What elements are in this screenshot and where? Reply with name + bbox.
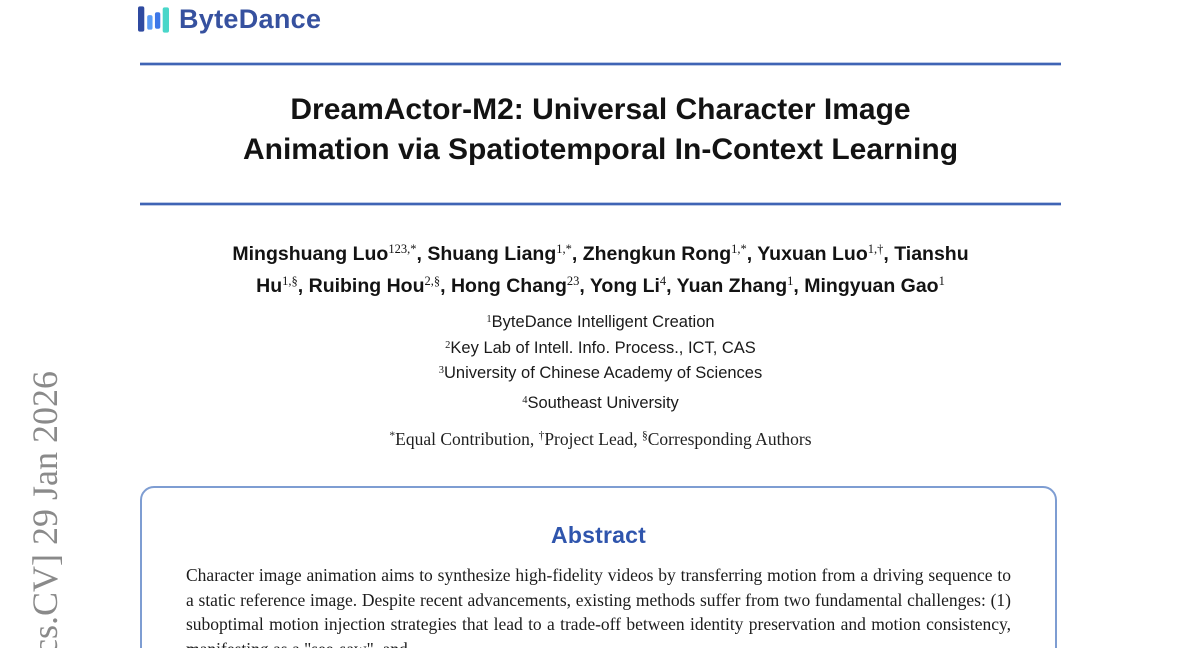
affiliation-sup: 1 xyxy=(486,314,492,326)
author-name: Ruibing Hou xyxy=(308,275,425,297)
author-affiliation-sup: 1 xyxy=(938,274,945,289)
bytedance-bars-icon xyxy=(138,6,169,33)
affiliation-sup: 4 xyxy=(522,394,528,406)
author-affiliation-sup: 2,§ xyxy=(424,274,441,289)
affiliation-sup: 3 xyxy=(438,365,444,377)
author-list: Mingshuang Luo123,*, Shuang Liang1,*, Zh… xyxy=(140,239,1061,303)
author-affiliation-sup: 1,† xyxy=(867,242,884,257)
author-name: Zhengkun Rong xyxy=(582,243,732,265)
affiliation-list: 1ByteDance Intelligent Creation 2Key Lab … xyxy=(140,311,1061,417)
note-sup: § xyxy=(642,430,648,443)
paper-title: DreamActor-M2: Universal Character Image… xyxy=(140,90,1061,170)
author-affiliation-sup: 23 xyxy=(566,274,580,289)
author-affiliation-sup: 1,* xyxy=(556,242,572,257)
author-affiliation-sup: 1,* xyxy=(731,242,747,257)
affiliation: 4Southeast University xyxy=(522,393,679,412)
bytedance-logo: ByteDance xyxy=(138,2,321,36)
divider-top xyxy=(140,63,1061,65)
author-affiliation-sup: 1,§ xyxy=(282,274,298,289)
paper-title-line2: Animation via Spatiotemporal In-Context … xyxy=(242,133,959,166)
author-name: Mingshuang Luo xyxy=(232,243,389,265)
contribution-note: *Equal Contribution, †Project Lead, §Cor… xyxy=(389,429,812,449)
author-name: Yuxuan Luo xyxy=(757,243,868,265)
divider-title-bottom xyxy=(140,203,1061,205)
author-name: Yuan Zhang xyxy=(676,275,788,297)
author-line: Hu1,§, Ruibing Hou2,§, Hong Chang23, Yon… xyxy=(256,274,945,297)
abstract-box: Abstract Character image animation aims … xyxy=(140,486,1057,648)
author-affiliation-sup: 123,* xyxy=(388,242,417,257)
affiliation: 3University of Chinese Academy of Scienc… xyxy=(438,364,763,382)
affiliation-sup: 2 xyxy=(445,339,451,351)
abstract-text: Character image animation aims to synthe… xyxy=(186,565,1011,648)
author-name: Mingyuan Gao xyxy=(804,275,939,297)
arxiv-sidebar-text: cs.CV] 29 Jan 2026 xyxy=(25,371,65,648)
author-name: Shuang Liang xyxy=(427,243,557,265)
author-line: Mingshuang Luo123,*, Shuang Liang1,*, Zh… xyxy=(232,242,969,265)
author-affiliation-sup: 4 xyxy=(659,274,667,289)
author-name: Tianshu xyxy=(894,243,969,265)
author-name: Hong Chang xyxy=(450,275,567,297)
note-sup: * xyxy=(389,430,396,443)
bytedance-wordmark: ByteDance xyxy=(179,3,322,34)
abstract-heading: Abstract xyxy=(551,522,646,548)
author-affiliation-sup: 1 xyxy=(787,274,794,289)
author-name: Hu xyxy=(256,275,283,297)
note-sup: † xyxy=(538,430,545,443)
author-name: Yong Li xyxy=(589,275,660,297)
affiliation: 2Key Lab of Intell. Info. Process., ICT,… xyxy=(445,338,756,357)
paper-title-line1: DreamActor-M2: Universal Character Image xyxy=(290,93,911,126)
affiliation: 1ByteDance Intelligent Creation xyxy=(486,313,715,331)
